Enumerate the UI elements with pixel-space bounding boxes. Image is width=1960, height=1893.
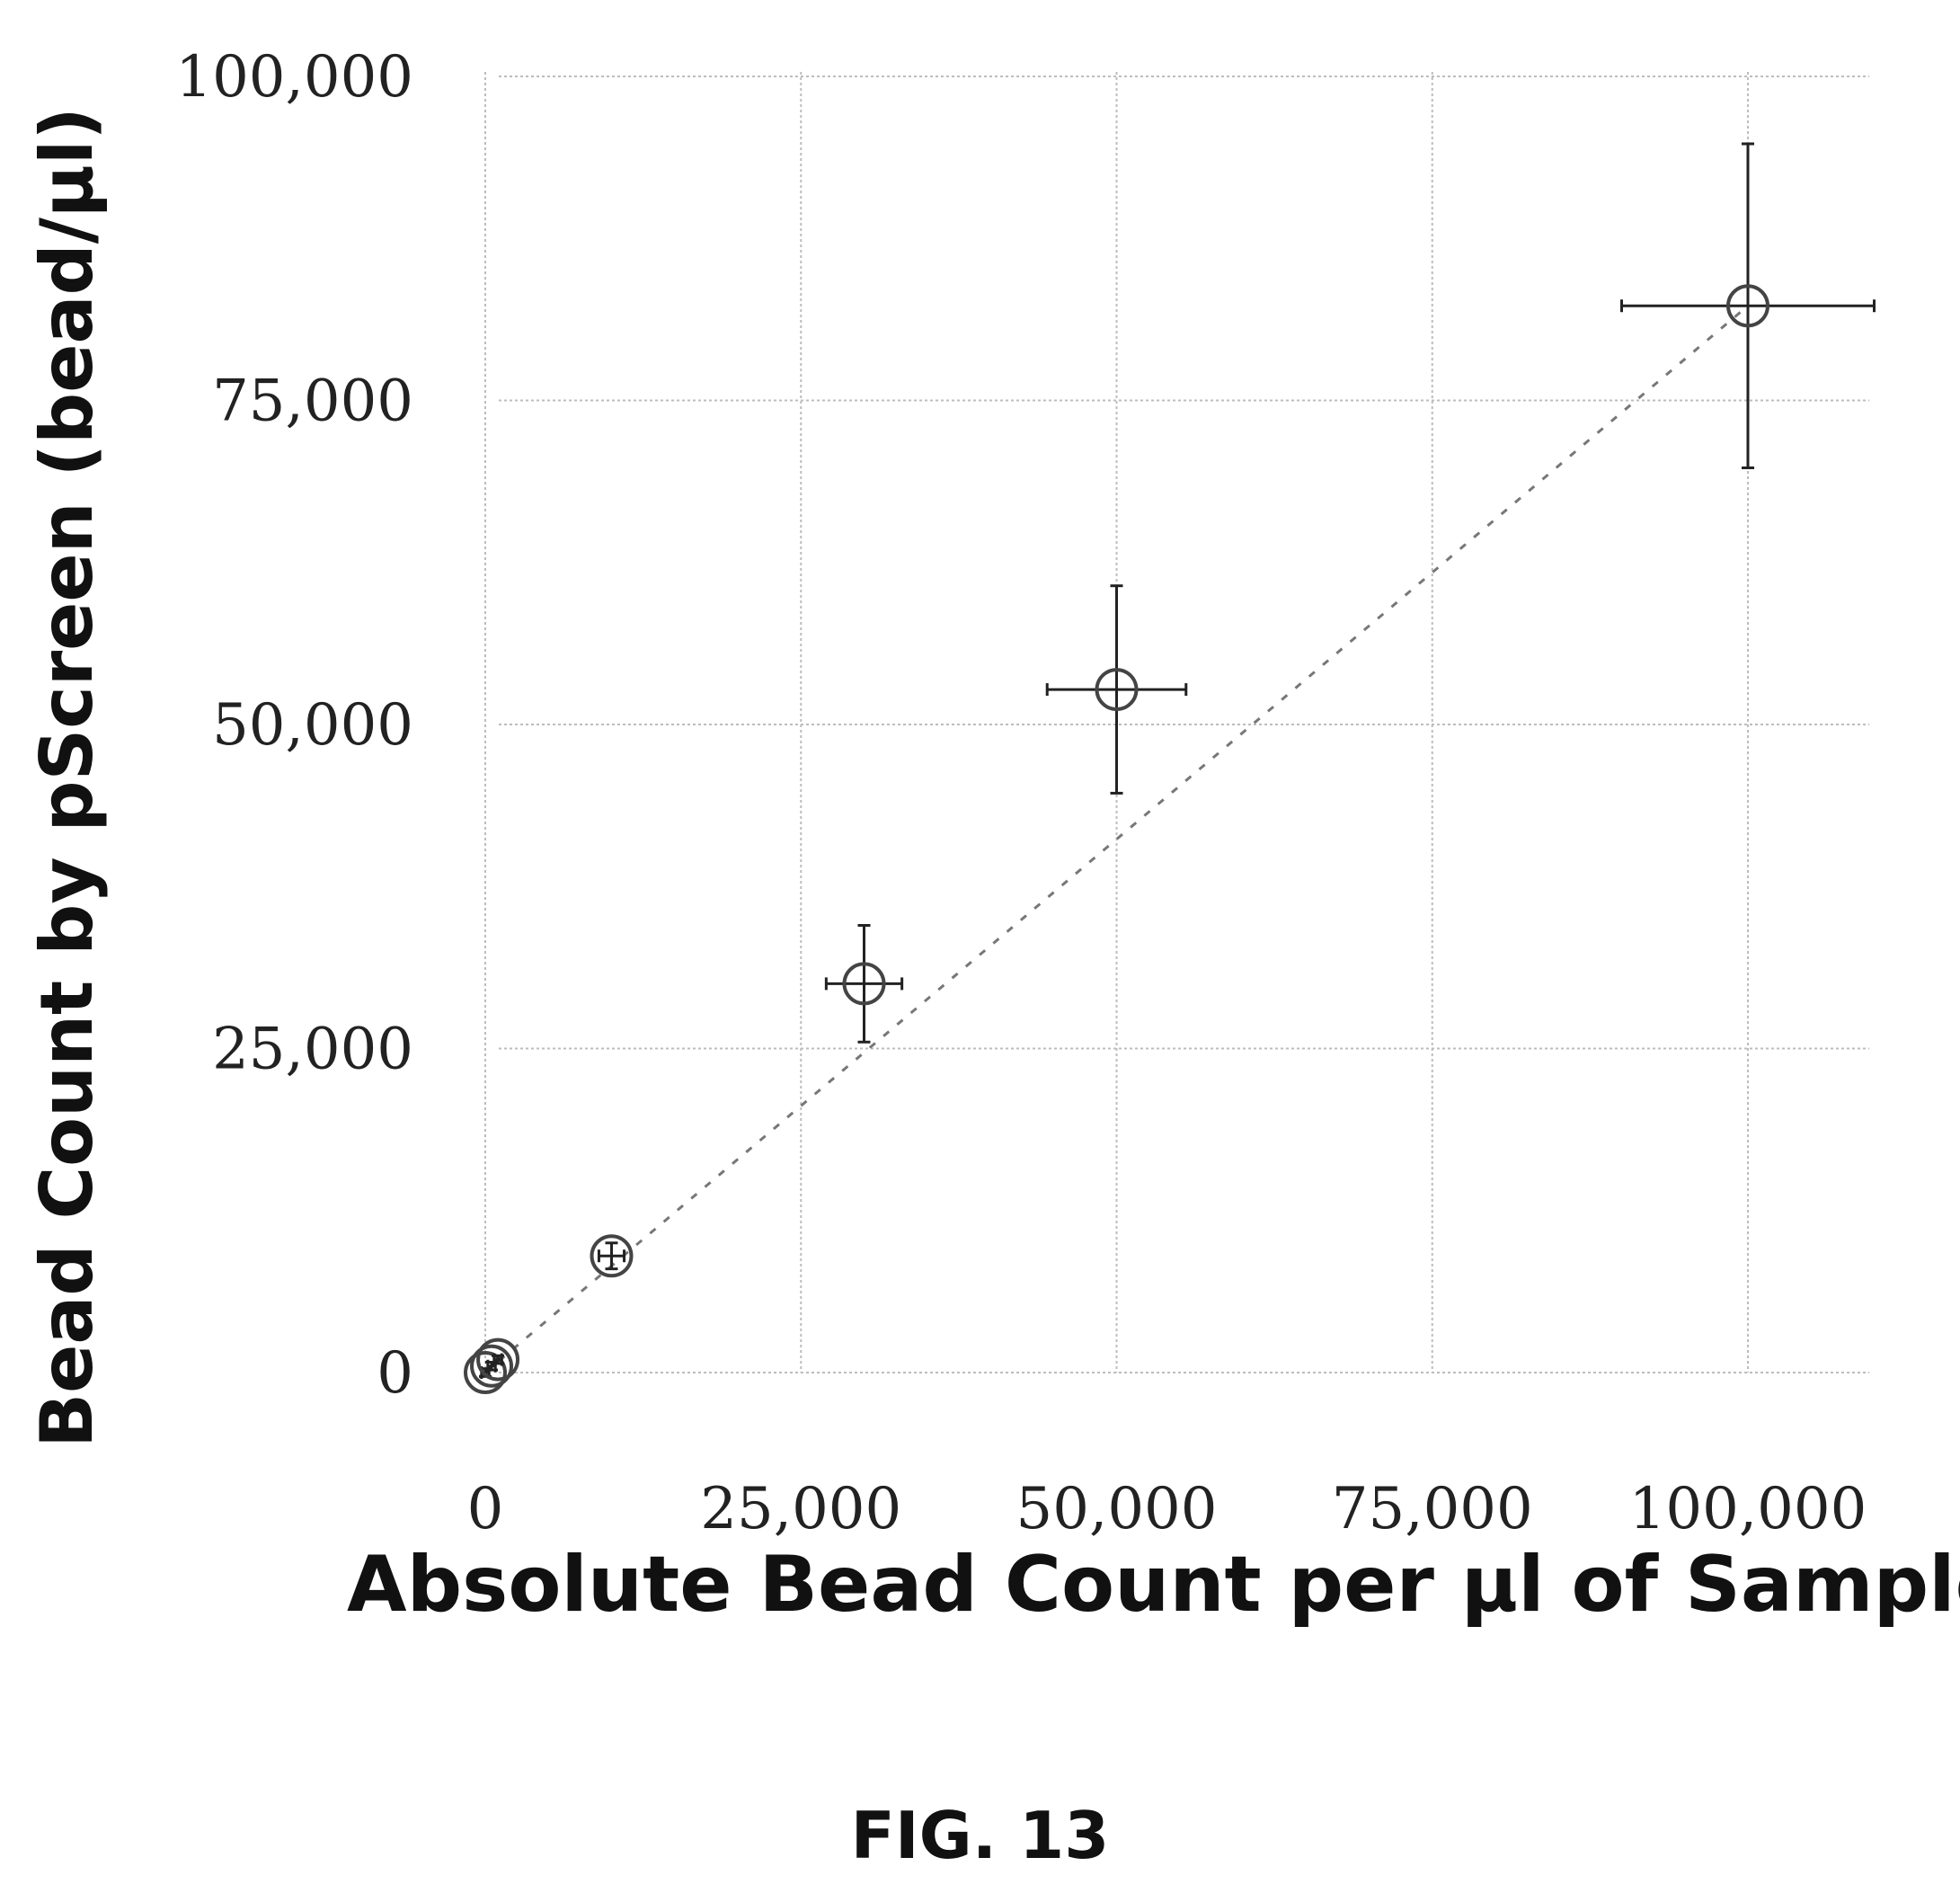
data-points xyxy=(464,142,1876,1394)
point-marker xyxy=(1095,668,1139,712)
y-tick-label: 100,000 xyxy=(175,44,413,111)
point-marker xyxy=(464,1351,507,1394)
tick-labels: 0 25,000 50,000 75,000 100,000 0 25,000 50,000 7… xyxy=(175,44,1867,1542)
x-tick-label: 100,000 xyxy=(1629,1476,1867,1542)
figure-caption: FIG. 13 xyxy=(850,1798,1110,1873)
y-tick-label: 25,000 xyxy=(212,1017,413,1083)
point-marker xyxy=(1726,284,1769,328)
point-marker xyxy=(470,1344,514,1388)
y-axis-title: Bead Count by pScreen (bead/µl) xyxy=(25,107,109,1448)
trendline xyxy=(484,305,1749,1374)
point-marker xyxy=(842,962,886,1006)
x-tick-label: 50,000 xyxy=(1016,1476,1218,1542)
point-marker xyxy=(590,1234,634,1278)
data-point xyxy=(590,1234,634,1278)
point-marker xyxy=(476,1338,520,1382)
y-tick-label: 50,000 xyxy=(212,692,413,759)
gridlines xyxy=(484,72,1869,1373)
data-point xyxy=(1620,142,1876,469)
y-tick-label: 0 xyxy=(377,1340,413,1407)
data-point xyxy=(1045,584,1188,795)
x-tick-label: 0 xyxy=(467,1476,504,1542)
data-point xyxy=(824,924,904,1044)
x-tick-label: 75,000 xyxy=(1332,1476,1533,1542)
x-tick-label: 25,000 xyxy=(700,1476,901,1542)
data-point xyxy=(476,1338,520,1382)
y-tick-label: 75,000 xyxy=(212,369,413,435)
x-axis-title: Absolute Bead Count per µl of Sample xyxy=(347,1540,1960,1630)
